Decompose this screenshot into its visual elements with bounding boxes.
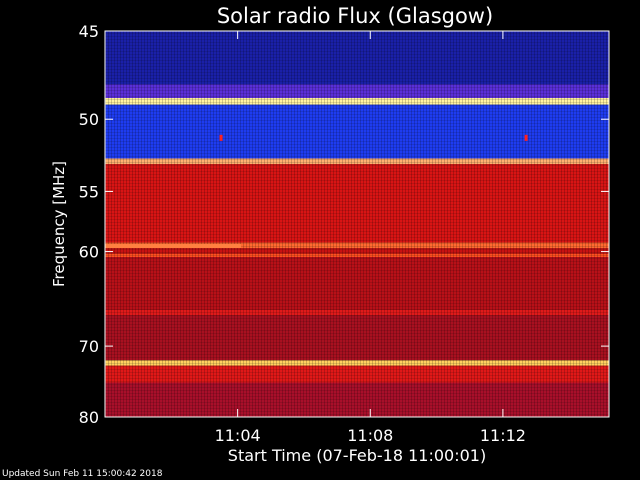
plot-area xyxy=(104,30,610,418)
x-axis-label: Start Time (07-Feb-18 11:00:01) xyxy=(228,446,486,465)
texture-horizontal xyxy=(105,31,609,417)
plot-frame xyxy=(104,30,610,418)
y-tick-label: 60 xyxy=(79,243,99,262)
y-axis: 45 50 55 60 70 80 xyxy=(79,22,609,427)
y-tick-label: 70 xyxy=(79,337,99,356)
burst-1 xyxy=(219,134,223,141)
x-tick-label: 11:08 xyxy=(347,426,393,445)
y-tick-label: 45 xyxy=(79,22,99,41)
emission-line-0 xyxy=(105,244,241,249)
chart-title: Solar radio Flux (Glasgow) xyxy=(217,4,493,28)
y-axis-label: Frequency [MHz] xyxy=(50,161,68,287)
y-tick-label: 50 xyxy=(79,110,99,129)
x-tick-label: 11:04 xyxy=(215,426,261,445)
burst-2 xyxy=(524,134,528,141)
updated-timestamp: Updated Sun Feb 11 15:00:42 2018 xyxy=(2,469,163,479)
y-tick-label: 80 xyxy=(79,408,99,427)
y-tick-label: 55 xyxy=(79,182,99,201)
x-tick-label: 11:12 xyxy=(480,426,526,445)
x-axis: 11:04 11:08 11:12 xyxy=(215,31,526,445)
